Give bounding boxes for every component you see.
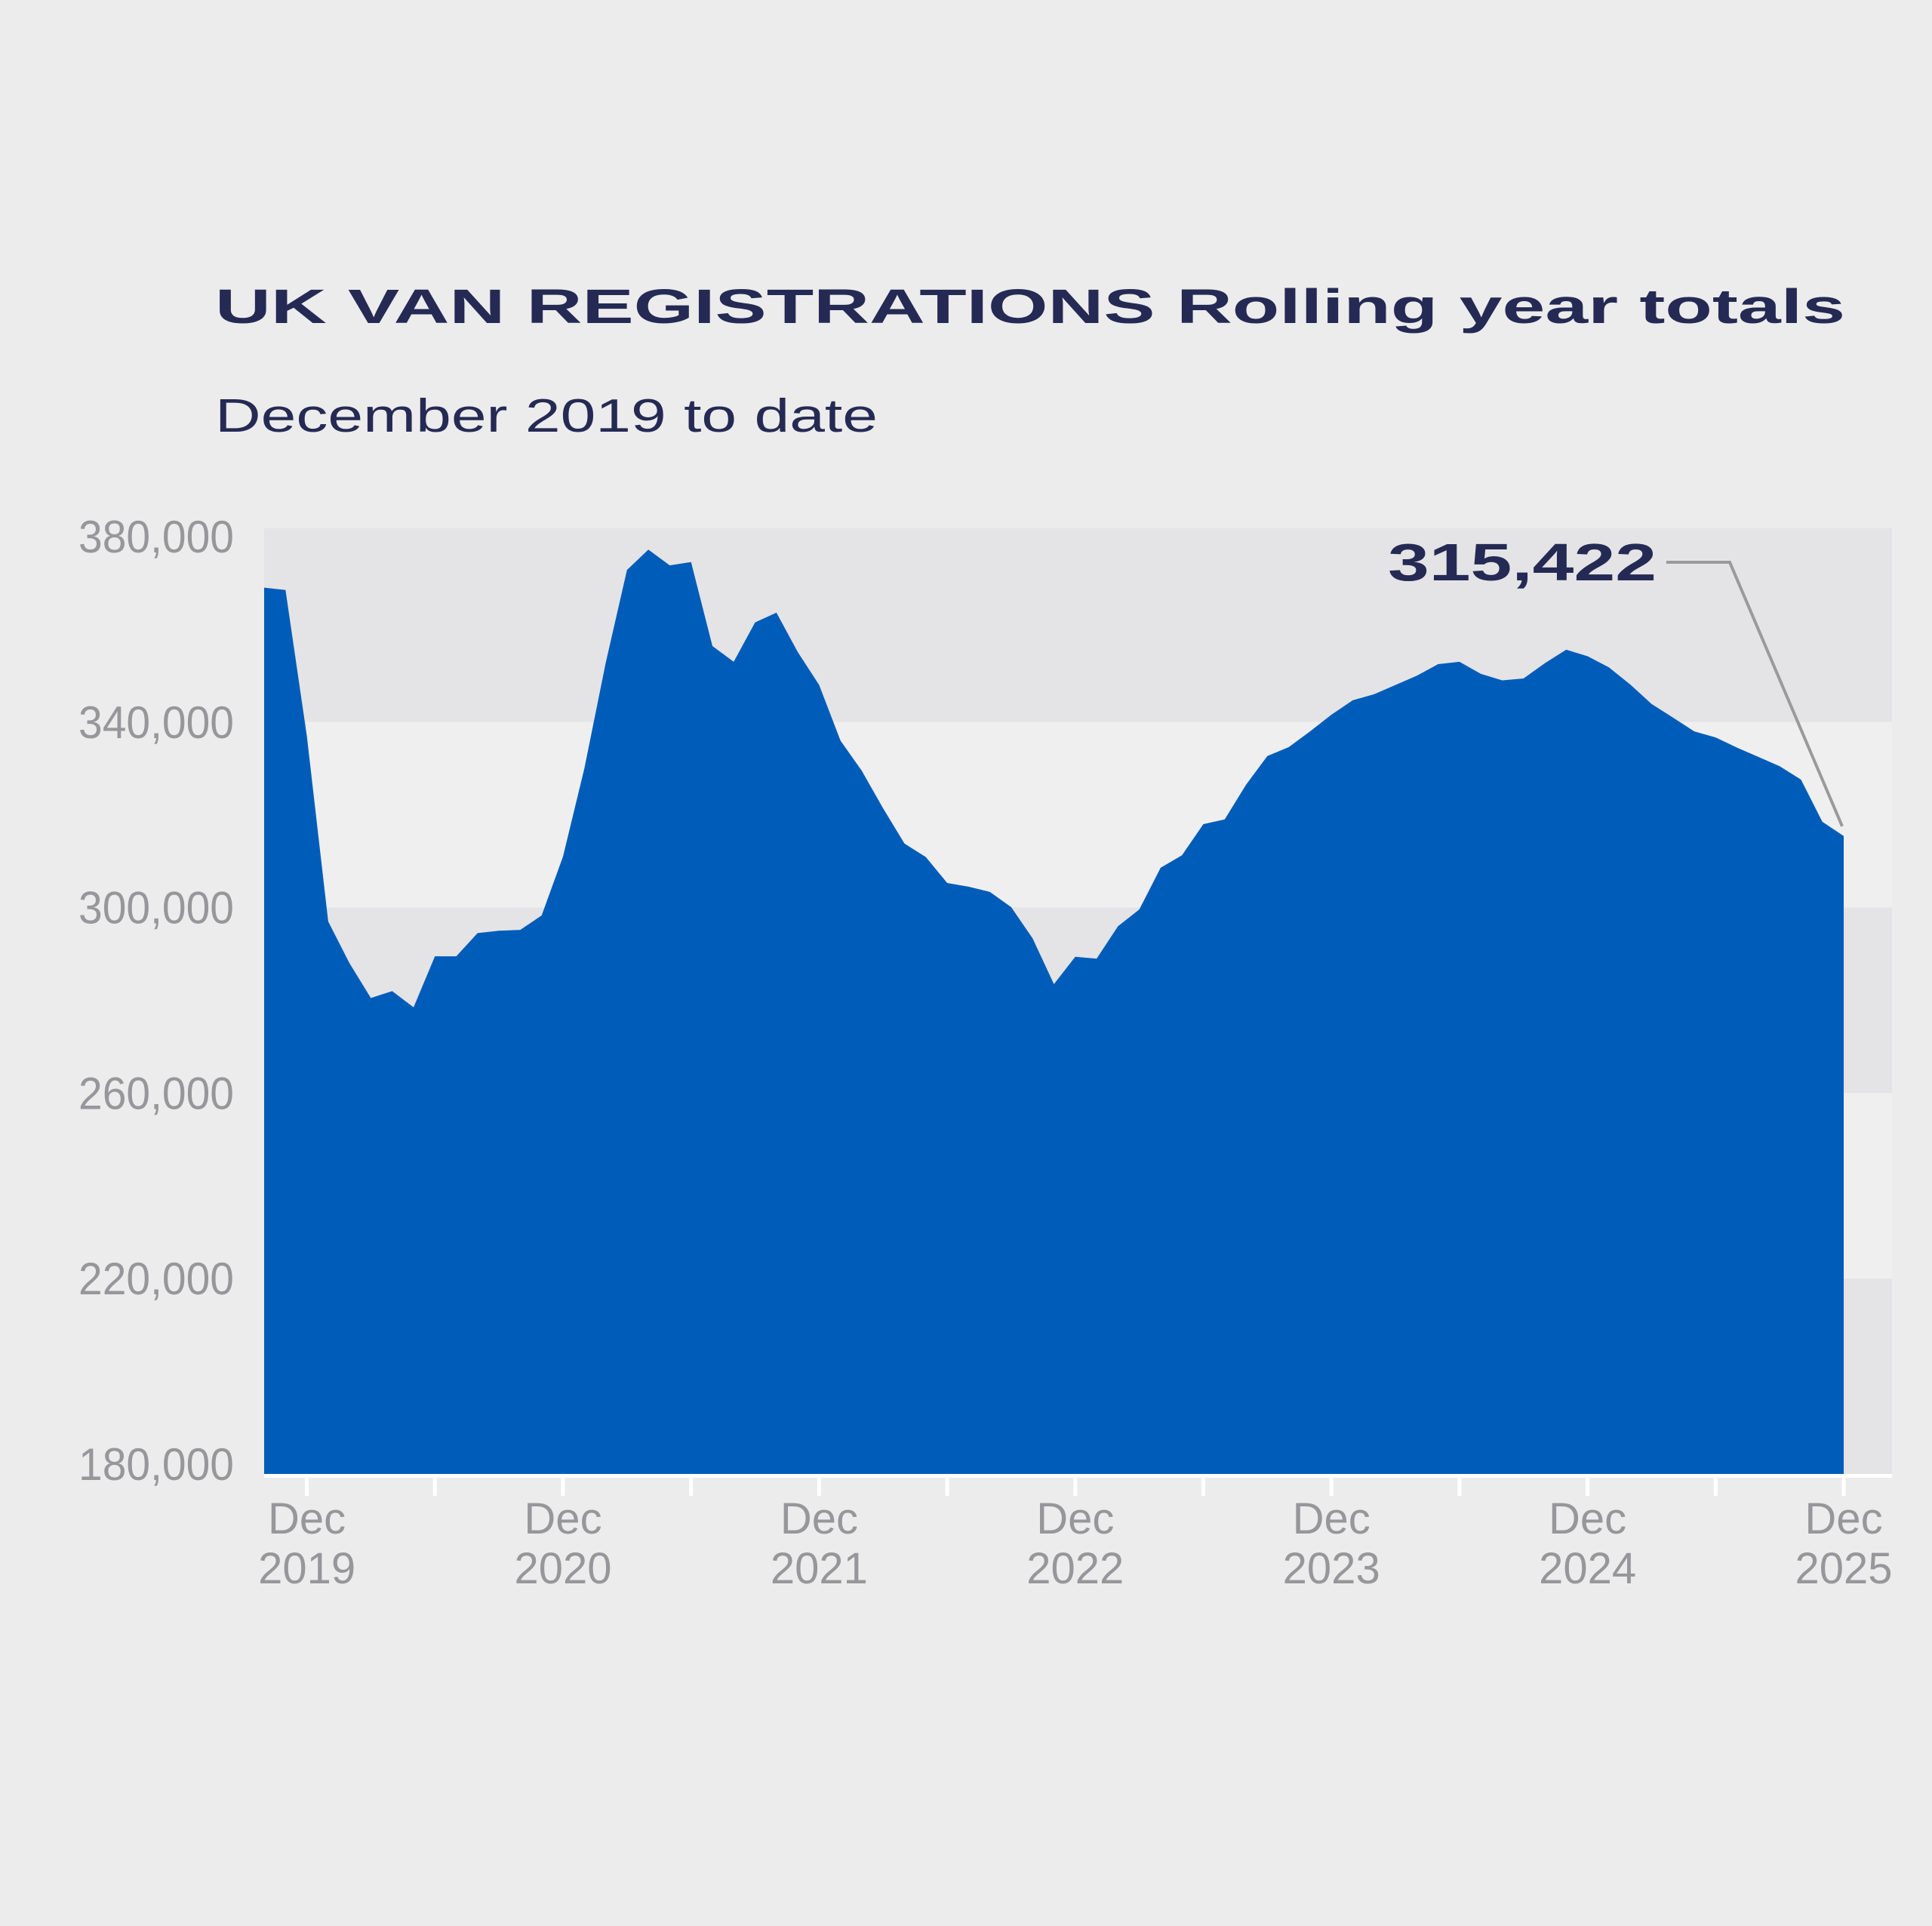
y-axis-label: 380,000 xyxy=(78,512,234,562)
x-axis-label-year: 2022 xyxy=(1026,1544,1124,1593)
area-series xyxy=(264,549,1844,1478)
page-subtitle: December 2019 to date xyxy=(215,390,878,442)
page-title: UK VAN REGISTRATIONS Rolling year totals xyxy=(215,279,1845,334)
axis-tick xyxy=(1586,1478,1590,1496)
x-axis-label-month: Dec xyxy=(1293,1494,1371,1543)
x-axis-label-month: Dec xyxy=(268,1494,346,1543)
x-axis-label-year: 2024 xyxy=(1539,1544,1636,1593)
x-axis-label-year: 2020 xyxy=(514,1544,611,1593)
y-axis-label: 300,000 xyxy=(78,883,234,934)
y-axis-label: 220,000 xyxy=(78,1254,234,1304)
x-axis-ticks xyxy=(305,1478,1846,1496)
axis-tick xyxy=(945,1478,949,1496)
axis-tick xyxy=(1457,1478,1462,1496)
latest-value-annotation: 315,422 xyxy=(1388,533,1657,592)
x-axis-label-year: 2023 xyxy=(1283,1544,1380,1593)
x-axis-label-month: Dec xyxy=(780,1494,858,1543)
x-axis-label-month: Dec xyxy=(1036,1494,1114,1543)
x-axis-label-month: Dec xyxy=(524,1494,601,1543)
x-axis-line xyxy=(264,1474,1892,1478)
x-axis-label-month: Dec xyxy=(1549,1494,1626,1543)
axis-tick xyxy=(1073,1478,1078,1496)
axis-tick xyxy=(689,1478,694,1496)
axis-tick xyxy=(432,1478,437,1496)
x-axis-label-year: 2025 xyxy=(1795,1544,1892,1593)
y-axis-label: 340,000 xyxy=(78,697,234,748)
y-axis-labels: 380,000 340,000 300,000 260,000 220,000 180,0… xyxy=(78,512,234,1490)
axis-tick xyxy=(1713,1478,1718,1496)
axis-tick xyxy=(561,1478,565,1496)
axis-tick xyxy=(305,1478,309,1496)
axis-tick xyxy=(1201,1478,1205,1496)
x-axis-label-month: Dec xyxy=(1804,1494,1882,1543)
y-axis-label: 260,000 xyxy=(78,1068,234,1118)
x-axis-label-year: 2021 xyxy=(771,1544,868,1593)
x-axis-label-year: 2019 xyxy=(258,1544,355,1593)
callout-line xyxy=(1666,561,1844,827)
y-axis-label: 180,000 xyxy=(78,1439,234,1490)
axis-tick xyxy=(1329,1478,1334,1496)
axis-tick xyxy=(1841,1478,1846,1496)
x-axis-labels: Dec2019Dec2020Dec2021Dec2022Dec2023Dec20… xyxy=(258,1494,1892,1593)
axis-tick xyxy=(817,1478,821,1496)
